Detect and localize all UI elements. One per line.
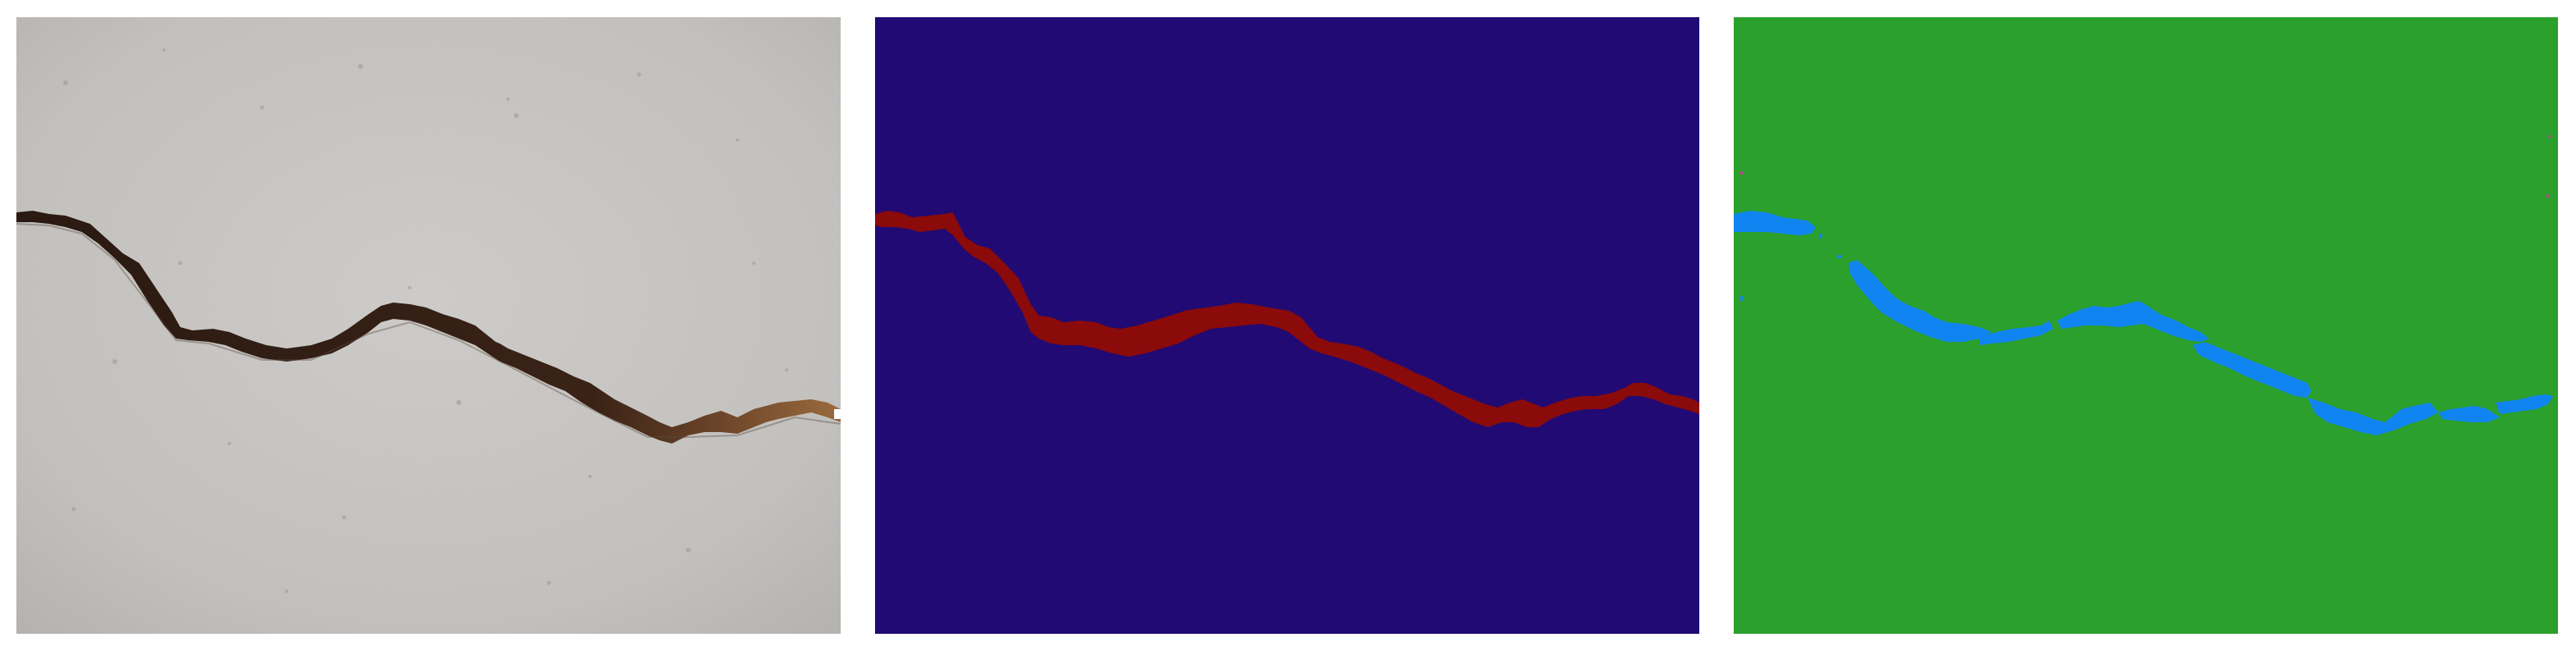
- ground-truth-mask-image: [875, 17, 1699, 634]
- photo-crack: [16, 211, 841, 444]
- prediction-mask-image: [1734, 17, 2558, 634]
- prediction-background: [1734, 17, 2558, 634]
- ground-truth-mask: [875, 17, 1699, 634]
- photo-pebbles: [63, 48, 788, 593]
- ground-truth-crack: [875, 211, 1699, 427]
- prediction-crack: [1734, 211, 2553, 435]
- concrete-crack-photo-image: [16, 17, 841, 634]
- prediction-mask: [1734, 17, 2558, 634]
- prediction-specks: [1740, 135, 2551, 198]
- photo-crack-shadow: [16, 223, 841, 438]
- photo-edge-notch: [834, 409, 841, 419]
- prediction-blue-specks: [1740, 234, 1842, 301]
- concrete-crack-photo: [16, 17, 841, 634]
